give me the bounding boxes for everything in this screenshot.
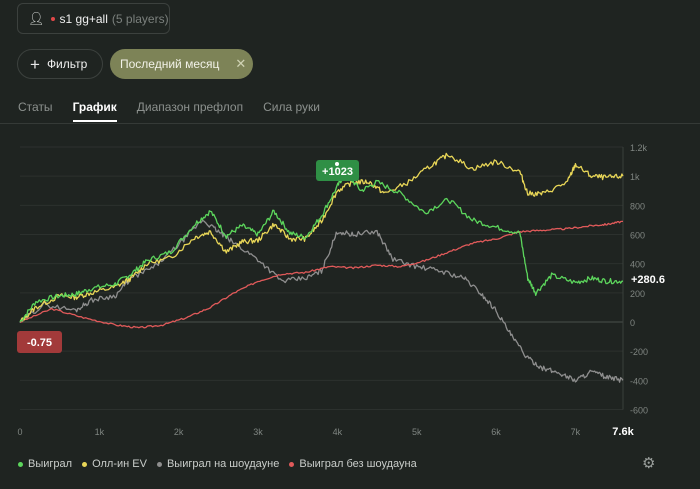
y-tick-label: 800 <box>630 201 645 211</box>
x-tick-label: 1k <box>95 427 105 437</box>
y-tick-label: 600 <box>630 231 645 241</box>
x-tick-label: 7k <box>571 427 581 437</box>
tab-preflop-range[interactable]: Диапазон префлоп <box>136 100 244 114</box>
legend-dot <box>18 461 23 467</box>
period-chip-label: Последний месяц <box>120 57 220 71</box>
legend-label: Олл-ин EV <box>92 458 147 470</box>
y-tick-label: 1.2k <box>630 143 648 153</box>
start-label: -0.75 <box>27 337 52 349</box>
chart-legend: Выиграл Олл-ин EV Выиграл на шоудауне Выигр… <box>18 458 427 470</box>
status-dot <box>50 16 55 21</box>
person-settings-icon: 👤︎ <box>28 10 45 26</box>
y-tick-label: 200 <box>630 289 645 299</box>
series-line-0 <box>19 172 623 323</box>
x-tick-label: 0 <box>17 427 22 437</box>
player-name: s1 gg+all <box>59 11 108 26</box>
tab-hand-strength[interactable]: Сила руки <box>263 100 320 114</box>
legend-label: Выиграл <box>28 458 73 470</box>
legend-label: Выиграл без шоудауна <box>299 458 417 470</box>
series-line-2 <box>19 219 624 383</box>
legend-item[interactable]: Олл-ин EV <box>82 458 147 470</box>
gear-icon[interactable]: ⚙ <box>642 455 656 472</box>
legend-dot <box>289 461 295 467</box>
series-line-1 <box>19 152 624 322</box>
x-tick-label: 4k <box>333 427 343 437</box>
tab-bar: Статы График Диапазон префлоп Сила руки <box>18 100 340 122</box>
y-tick-label: 0 <box>630 318 635 328</box>
peak-marker <box>335 162 339 166</box>
x-tick-label: 3k <box>253 427 263 437</box>
tabs-divider <box>0 123 700 124</box>
filter-button[interactable]: + Фильтр <box>17 49 103 79</box>
legend-label: Выиграл на шоудауне <box>166 458 280 470</box>
x-tick-label: 6k <box>491 427 501 437</box>
x-tick-label: 5k <box>412 427 422 437</box>
end-value-label: +280.6 <box>631 274 665 286</box>
legend-item[interactable]: Выиграл без шоудауна <box>289 458 417 470</box>
start-label-box <box>17 331 62 353</box>
peak-label: +1023 <box>322 166 353 178</box>
series-line-3 <box>19 220 623 329</box>
x-end-label: 7.6k <box>612 426 634 438</box>
player-count: (5 players) <box>111 11 169 26</box>
y-tick-label: -200 <box>630 347 648 357</box>
tab-stats[interactable]: Статы <box>18 100 53 114</box>
plus-icon: + <box>30 54 40 74</box>
period-filter-chip[interactable]: Последний месяц ✕ <box>110 49 253 79</box>
close-icon[interactable]: ✕ <box>235 56 247 71</box>
filter-button-label: Фильтр <box>46 57 88 71</box>
y-tick-label: -600 <box>630 406 648 416</box>
legend-dot <box>82 461 88 467</box>
legend-dot <box>156 461 162 467</box>
peak-label-box <box>316 160 359 181</box>
player-selector[interactable]: 👤︎ s1 gg+all (5 players) <box>17 3 170 34</box>
y-tick-label: 400 <box>630 260 645 270</box>
x-tick-label: 2k <box>174 427 184 437</box>
y-tick-label: -400 <box>630 376 648 386</box>
y-tick-label: 1k <box>630 172 640 182</box>
legend-item[interactable]: Выиграл на шоудауне <box>156 458 280 470</box>
tab-graph[interactable]: График <box>72 100 117 122</box>
winnings-chart[interactable]: 1.2k 1k 800 600 400 200 0 -200 -400 -600 0 1k 2k 3k 4k… <box>0 124 700 444</box>
legend-item[interactable]: Выиграл <box>18 458 72 470</box>
